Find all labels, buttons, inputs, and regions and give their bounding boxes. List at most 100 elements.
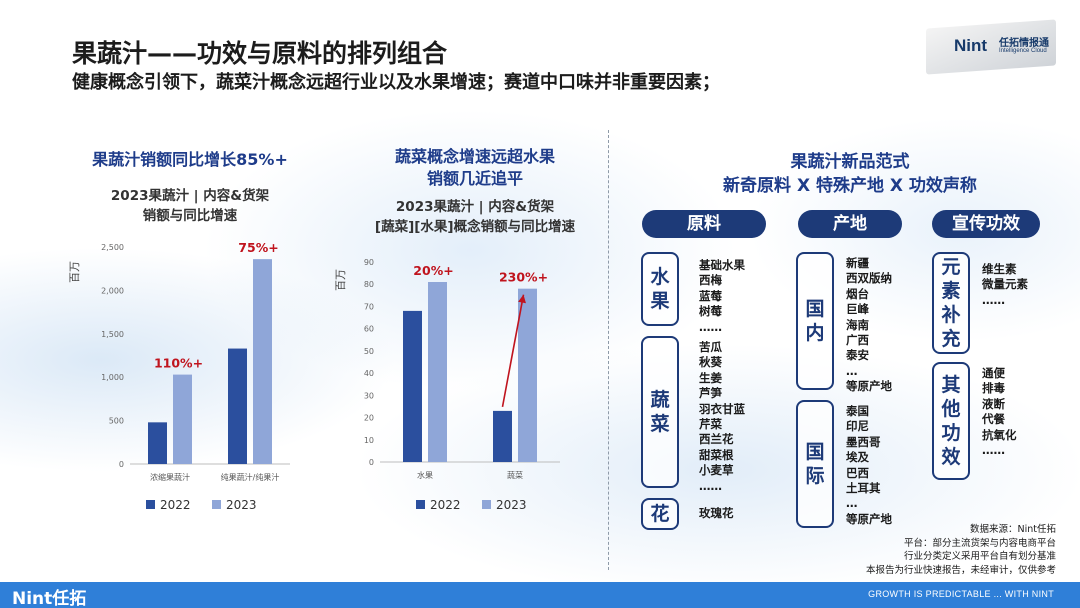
y-axis-label: 百万 xyxy=(68,261,81,283)
y-tick-label: 70 xyxy=(364,302,374,311)
list-vegetable: 苦瓜 秋葵 生姜 芦笋 羽衣甘蓝 芹菜 西兰花 甜菜根 小麦草 …… xyxy=(699,340,745,494)
list-item: …… xyxy=(982,292,1005,307)
box-domestic-char: 国 xyxy=(805,298,825,320)
list-item: …… xyxy=(982,443,1005,458)
list-item: 液断 xyxy=(982,396,1005,411)
footer-tagline: GROWTH IS PREDICTABLE ... WITH NINT xyxy=(868,589,1054,599)
list-item: 苦瓜 xyxy=(699,340,722,354)
growth-annotation: 230%+ xyxy=(499,270,548,285)
legend-swatch-2023 xyxy=(212,500,221,509)
box-international-char: 际 xyxy=(805,465,825,487)
box-domestic-char: 内 xyxy=(805,322,825,344)
x-tick-label: 纯果蔬汁/纯果汁 xyxy=(221,472,280,482)
paradigm-heading: 果蔬汁新品范式 新奇原料 X 特殊产地 X 功效声称 xyxy=(680,150,1020,198)
chart1-subtitle-line2: 销额与同比增速 xyxy=(142,208,238,224)
list-item: 土耳其 xyxy=(846,481,881,496)
list-item: 玫瑰花 xyxy=(699,506,734,520)
logo-cn: 任拓情报通 xyxy=(999,38,1049,49)
growth-arrow-line xyxy=(501,294,525,408)
chart1-heading: 果蔬汁销额同比增长85%+ xyxy=(92,150,288,169)
x-tick-label: 浓缩果蔬汁 xyxy=(150,472,190,482)
list-item: 西梅 xyxy=(699,273,722,288)
box-international: 国 际 xyxy=(796,400,834,528)
legend-swatch-2022 xyxy=(146,500,155,509)
list-item: … xyxy=(846,363,858,378)
bar-2023 xyxy=(518,288,537,462)
list-item: 等原产地 xyxy=(846,511,892,526)
bar-2022 xyxy=(403,310,422,462)
box-fruit-char: 果 xyxy=(650,290,670,312)
y-tick-label: 0 xyxy=(119,460,124,469)
box-flower-char: 花 xyxy=(650,503,670,525)
box-element-char: 素 xyxy=(941,280,961,302)
chart2-subtitle-line1: 2023果蔬汁 | 内容&货架 xyxy=(395,199,555,215)
box-vegetable-char: 菜 xyxy=(650,413,670,435)
y-tick-label: 500 xyxy=(109,417,124,426)
paradigm-heading-line2: 新奇原料 X 特殊产地 X 功效声称 xyxy=(723,176,977,196)
list-item: 通便 xyxy=(982,366,1005,380)
list-item: 甜菜根 xyxy=(699,447,734,462)
list-item: 代餐 xyxy=(982,412,1005,427)
list-item: …… xyxy=(699,478,722,493)
list-item: … xyxy=(846,496,858,511)
growth-annotation: 110%+ xyxy=(154,356,203,371)
y-tick-label: 10 xyxy=(364,436,374,445)
chart1-subtitle-line1: 2023果蔬汁 | 内容&货架 xyxy=(110,188,270,204)
box-other-char: 其 xyxy=(941,374,961,396)
list-item: 芦笋 xyxy=(699,386,722,401)
legend-swatch-2022 xyxy=(416,500,425,509)
list-item: 广西 xyxy=(846,333,869,348)
list-other-effect: 通便 排毒 液断 代餐 抗氧化 …… xyxy=(982,366,1017,458)
list-item: 西兰花 xyxy=(699,432,734,447)
list-item: 墨西哥 xyxy=(846,434,881,449)
box-other-effect: 其 他 功 效 xyxy=(932,362,970,480)
header-origin: 产地 xyxy=(798,210,902,238)
list-item: 微量元素 xyxy=(982,277,1028,292)
chart2-heading-line2: 销额几近追平 xyxy=(426,169,523,188)
header-effect: 宣传功效 xyxy=(932,210,1040,238)
y-tick-label: 2,000 xyxy=(101,286,124,295)
y-tick-label: 0 xyxy=(369,458,374,467)
footer-bar: Nint任拓 GROWTH IS PREDICTABLE ... WITH NI… xyxy=(0,582,1080,608)
box-vegetable: 蔬 菜 xyxy=(641,336,679,488)
list-item: 蓝莓 xyxy=(699,288,722,303)
growth-arrow-head xyxy=(518,294,526,304)
list-item: 树莓 xyxy=(699,304,722,319)
y-axis-label: 百万 xyxy=(334,269,347,291)
note-line: 本报告为行业快速报告，未经审计，仅供参考 xyxy=(865,564,1056,576)
header-materials: 原料 xyxy=(642,210,766,238)
legend-label-2022: 2022 xyxy=(160,498,191,512)
list-item: 泰安 xyxy=(846,348,869,363)
list-item: 羽衣甘蓝 xyxy=(699,401,745,416)
list-item: …… xyxy=(699,319,722,334)
list-domestic: 新疆 西双版纳 烟台 巨峰 海南 广西 泰安 … 等原产地 xyxy=(846,256,892,395)
list-item: 海南 xyxy=(846,317,869,332)
y-tick-label: 50 xyxy=(364,347,374,356)
bar-2022 xyxy=(148,422,167,464)
growth-annotation: 20%+ xyxy=(413,263,453,278)
growth-annotation: 75%+ xyxy=(238,240,278,255)
legend-label-2022: 2022 xyxy=(430,498,461,512)
bar-2023 xyxy=(173,374,192,464)
y-tick-label: 40 xyxy=(364,369,374,378)
list-item: 泰国 xyxy=(846,404,869,418)
y-tick-label: 30 xyxy=(364,391,374,400)
section-divider xyxy=(608,130,609,570)
logo-mark: Nint xyxy=(954,36,988,55)
paradigm-heading-line1: 果蔬汁新品范式 xyxy=(790,152,910,172)
box-element-char: 元 xyxy=(941,256,961,278)
list-international: 泰国 印尼 墨西哥 埃及 巴西 土耳其 … 等原产地 xyxy=(846,404,892,527)
box-element-char: 补 xyxy=(941,304,961,326)
note-line: 数据来源：Nint任拓 xyxy=(970,524,1056,535)
list-item: 巨峰 xyxy=(846,302,869,317)
list-item: 抗氧化 xyxy=(982,427,1017,442)
footer-logo: Nint任拓 xyxy=(12,589,87,608)
box-other-char: 功 xyxy=(941,422,961,444)
list-item: 芹菜 xyxy=(699,417,722,432)
box-flower: 花 xyxy=(641,498,679,530)
source-notes: 数据来源：Nint任拓 平台：部分主流货架与内容电商平台 行业分类定义采用平台自… xyxy=(866,523,1056,577)
bar-2023 xyxy=(428,282,447,462)
list-item: 新疆 xyxy=(846,256,869,270)
chart1: 0 500 1,000 1,500 2,000 2,500 百万 110%+ 浓缩果蔬汁 75%+… xyxy=(68,240,290,512)
